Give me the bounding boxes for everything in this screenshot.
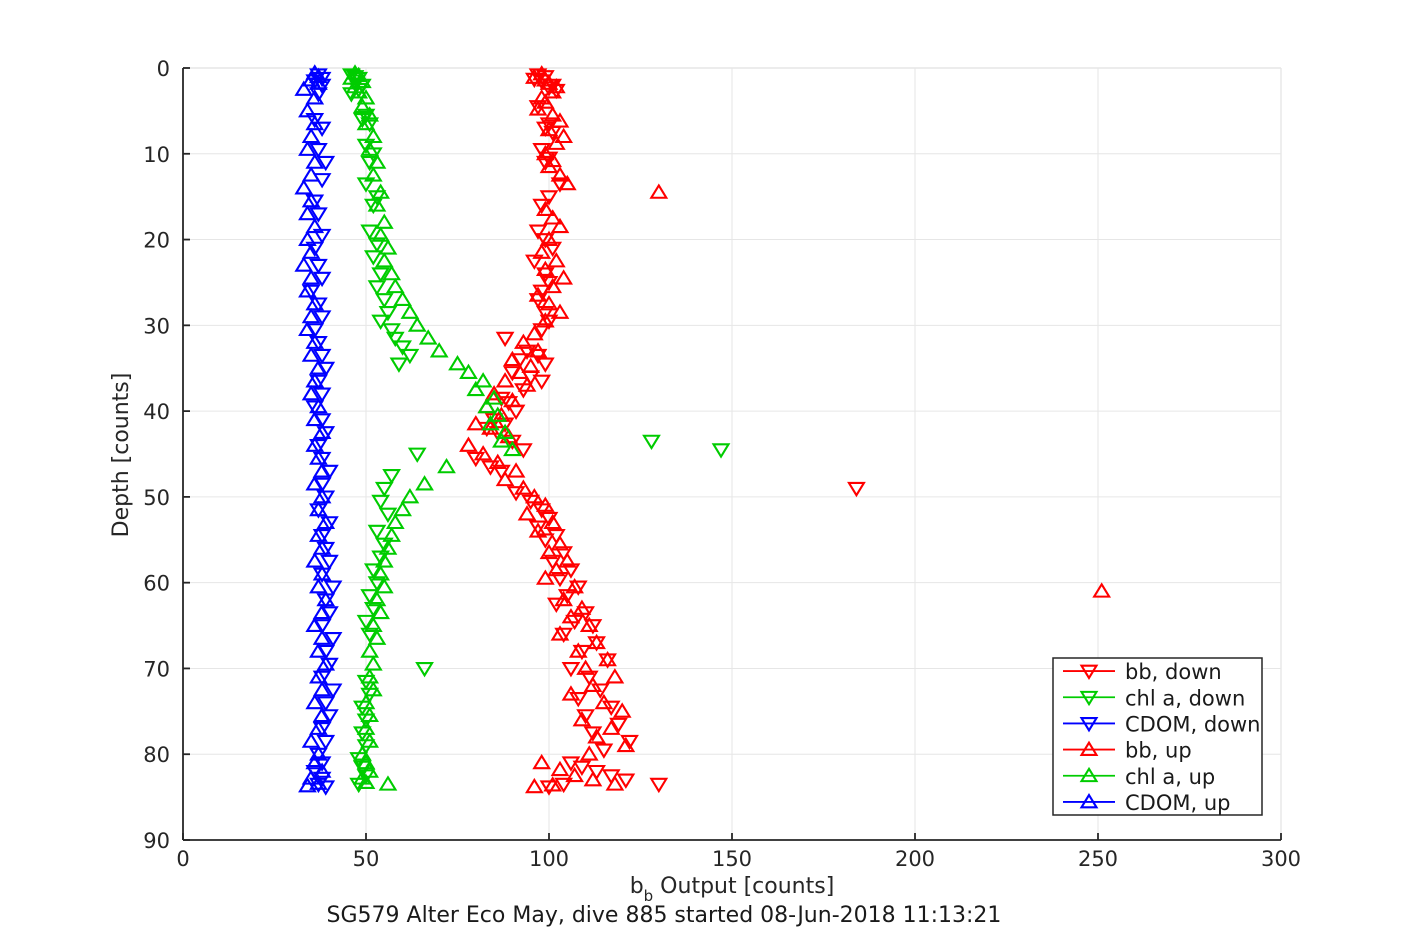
series-bb-down: [466, 68, 866, 796]
series-cdom-down: [301, 68, 343, 796]
legend-label: CDOM, up: [1125, 791, 1230, 815]
series-bb-up: [459, 65, 1112, 794]
x-tick-label: 0: [176, 847, 189, 871]
y-tick-label: 0: [157, 57, 170, 81]
y-tick-label: 30: [143, 314, 170, 338]
legend-label: CDOM, down: [1125, 712, 1261, 736]
y-axis-title: Depth [counts]: [109, 373, 134, 538]
y-tick-label: 50: [143, 486, 170, 510]
x-tick-label: 200: [895, 847, 935, 871]
x-tick-label: 300: [1261, 847, 1301, 871]
legend-label: chl a, up: [1125, 765, 1215, 789]
legend-item-bb-up[interactable]: bb, up: [1063, 739, 1192, 763]
data-markers: [294, 64, 1112, 796]
axis-lines: [182, 67, 1282, 841]
legend-item-bb-down[interactable]: bb, down: [1063, 660, 1222, 684]
down-triangle-icon: [1079, 690, 1099, 707]
x-tick-label: 100: [529, 847, 569, 871]
y-tick-label: 20: [143, 229, 170, 253]
figure-caption: SG579 Alter Eco May, dive 885 started 08…: [327, 903, 1002, 928]
legend-item-chl-a-up[interactable]: chl a, up: [1063, 765, 1215, 789]
series-chl-a-down: [341, 68, 731, 794]
down-triangle-icon: [1079, 716, 1099, 733]
y-tick-label: 60: [143, 572, 170, 596]
y-tick-label: 40: [143, 400, 170, 424]
series-chl-a-up: [341, 64, 522, 791]
y-tick-label: 80: [143, 743, 170, 767]
legend-item-cdom-down[interactable]: CDOM, down: [1063, 712, 1261, 736]
y-tick-label: 90: [143, 829, 170, 853]
legend-item-cdom-up[interactable]: CDOM, up: [1063, 791, 1230, 815]
up-triangle-icon: [1079, 740, 1099, 757]
y-tick-label: 10: [143, 143, 170, 167]
tick-labels: 0 50 100 150 200 250 300 0 10 20 30 40 50 60 70 80 90: [143, 57, 1301, 871]
down-triangle-icon: [1079, 664, 1099, 680]
series-cdom-up: [294, 64, 336, 793]
legend-label: bb, down: [1125, 660, 1222, 684]
x-axis-title: bb Output [counts]: [630, 874, 835, 905]
legend-item-chl-a-down[interactable]: chl a, down: [1063, 686, 1245, 710]
x-tick-label: 50: [353, 847, 380, 871]
legend-label: bb, up: [1125, 739, 1192, 763]
y-tick-label: 70: [143, 657, 170, 681]
up-triangle-icon: [1079, 766, 1099, 783]
x-tick-label: 150: [712, 847, 752, 871]
up-triangle-icon: [1079, 793, 1099, 809]
legend-label: chl a, down: [1125, 686, 1245, 710]
x-tick-label: 250: [1078, 847, 1118, 871]
